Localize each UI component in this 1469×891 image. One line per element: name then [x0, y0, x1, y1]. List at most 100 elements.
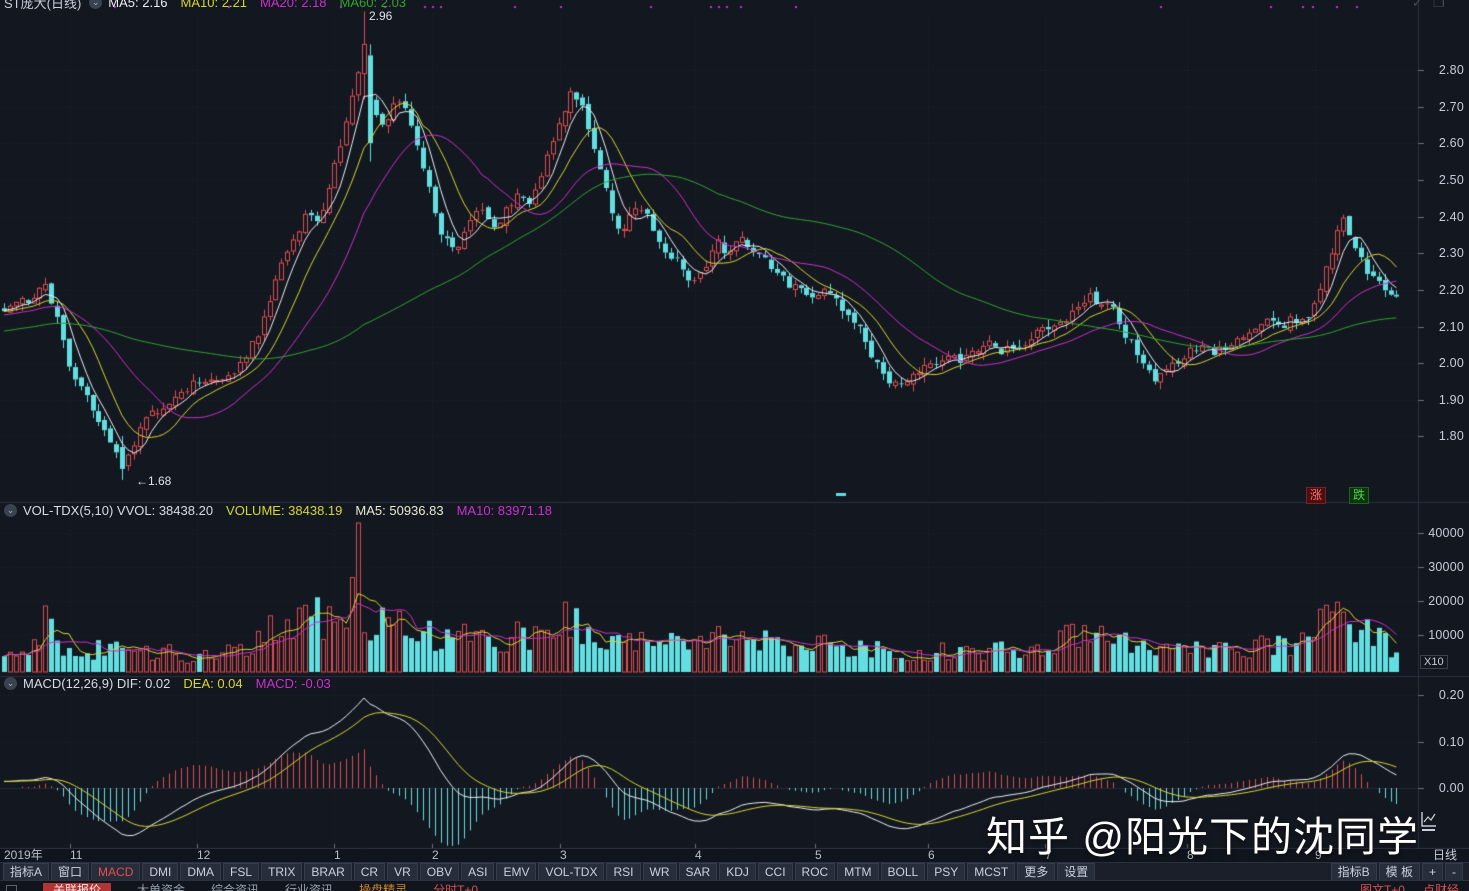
x-axis-label: 12 [197, 848, 211, 862]
toolbar-right-模 板[interactable]: 模 板 [1378, 862, 1420, 881]
rise-badge[interactable]: 涨 [1306, 487, 1327, 504]
indicator-button-MCST[interactable]: MCST [967, 862, 1016, 881]
bottom-tab[interactable]: 点财经 [1422, 883, 1459, 891]
bottom-tab[interactable]: 图文T+0 [1359, 883, 1405, 891]
panel-icon[interactable]: ❐ [1433, 0, 1445, 10]
check-icon[interactable]: ✓ [1412, 0, 1423, 10]
indicator-button-BOLL[interactable]: BOLL [880, 862, 926, 881]
price-axis-label: 2.00 [1438, 356, 1464, 370]
high-annotation: 2.96 [369, 9, 393, 23]
bottom-tab-right-group: 图文T+0 点财经 [1360, 883, 1459, 891]
ma20-value: MA20: 2.18 [260, 0, 327, 10]
dif-value: MACD(12,26,9) DIF: 0.02 [23, 676, 171, 691]
indicator-toolbar: 指标A 窗口 MACD DMI DMA FSL TRIX BRAR CR VR OBV ASI EMV V… [0, 862, 1469, 881]
indicator-button-EMV[interactable]: EMV [496, 862, 537, 881]
indicator-button-更多[interactable]: 更多 [1017, 862, 1056, 881]
price-axis-label: 2.80 [1438, 63, 1464, 77]
indicator-button-WR[interactable]: WR [642, 862, 677, 881]
indicator-button-MTM[interactable]: MTM [837, 862, 879, 881]
watermark: 知乎 @阳光下的沈同学 [986, 814, 1420, 860]
macd-value: MACD: -0.03 [255, 676, 331, 691]
indicator-button-OBV[interactable]: OBV [419, 862, 460, 881]
indicator-button-FSL[interactable]: FSL [223, 862, 260, 881]
bottom-tab[interactable]: 操盘精灵 [359, 883, 408, 891]
indicator-button-PSY[interactable]: PSY [927, 862, 966, 881]
indicator-button-DMA[interactable]: DMA [180, 862, 222, 881]
indicator-button-设置[interactable]: 设置 [1057, 862, 1096, 881]
period-label[interactable]: 日线 [1432, 848, 1457, 862]
indicator-button-ASI[interactable]: ASI [461, 862, 495, 881]
price-axis-label: 2.10 [1438, 320, 1464, 334]
ma60-value: MA60: 2.03 [339, 0, 407, 10]
volume-pane-header: ⌄ VOL-TDX(5,10) VVOL: 38438.20 VOLUME: 38… [4, 503, 565, 518]
x-axis-label: 6 [928, 848, 935, 862]
x-axis-label: 11 [70, 848, 83, 862]
low-annotation: ←1.68 [136, 474, 172, 488]
indicator-button-VR[interactable]: VR [387, 862, 418, 881]
volume-values: VOL-TDX(5,10) VVOL: 38438.20 VOLUME: 3843… [23, 503, 565, 518]
bottom-tab-row: 关联报价 大单资金 综合资讯 行业资讯 操盘精灵 分时T+0 图文T+0 点财经 [0, 880, 1469, 891]
indicator-button-CR[interactable]: CR [353, 862, 386, 881]
toolbar-right-指标B[interactable]: 指标B [1330, 862, 1377, 881]
x-axis-label: 2 [432, 848, 439, 862]
volume-axis-label: 20000 [1428, 594, 1464, 608]
price-axis-label: 2.50 [1438, 173, 1464, 187]
toolbar-right--[interactable]: - [1445, 862, 1463, 881]
stock-title[interactable]: ST庞大(日线) [4, 0, 82, 11]
price-axis-label: 1.80 [1438, 429, 1464, 443]
price-axis-label: 2.40 [1438, 210, 1464, 224]
indicator-button-TRIX[interactable]: TRIX [261, 862, 303, 881]
x-axis-label: 7 [1045, 848, 1052, 862]
indicator-button-VOL-TDX[interactable]: VOL-TDX [538, 862, 605, 881]
price-axis-label: 2.60 [1438, 136, 1464, 150]
indicator-button-BRAR[interactable]: BRAR [304, 862, 352, 881]
main-chart-header: ST庞大(日线) ⌄ MA5: 2.16 MA10: 2.21 MA20: 2.18… [4, 0, 419, 12]
macd-pane-header: ⌄ MACD(12,26,9) DIF: 0.02 DEA: 0.04 MACD: … [4, 676, 344, 691]
collapse-main-pane-icon[interactable]: ⌄ [89, 0, 103, 9]
volume-value: VOLUME: 38438.19 [226, 503, 343, 518]
indicator-button-ROC[interactable]: ROC [794, 862, 836, 881]
x-axis-label: 9 [1315, 848, 1322, 862]
bottom-tab[interactable]: 行业资讯 [285, 883, 334, 891]
volume-axis-label: 30000 [1428, 560, 1464, 574]
toolbar-right-+[interactable]: + [1421, 862, 1443, 881]
indicator-button-指标A[interactable]: 指标A [3, 862, 50, 881]
indicator-button-RSI[interactable]: RSI [606, 862, 641, 881]
macd-axis-label: 0.00 [1438, 781, 1464, 795]
indicator-button-SAR[interactable]: SAR [678, 862, 718, 881]
price-axis-label: 2.30 [1438, 246, 1464, 260]
collapse-macd-pane-icon[interactable]: ⌄ [4, 677, 17, 690]
x-axis-label: 4 [695, 848, 702, 862]
indicator-button-CCI[interactable]: CCI [757, 862, 793, 881]
vvol-value: VOL-TDX(5,10) VVOL: 38438.20 [23, 503, 214, 518]
price-axis-label: 1.90 [1438, 393, 1464, 407]
bottom-tab[interactable]: 关联报价 [43, 883, 112, 891]
bottom-checkbox[interactable] [6, 885, 17, 891]
macd-values: MACD(12,26,9) DIF: 0.02 DEA: 0.04 MACD: -0… [23, 676, 344, 691]
vol-ma10-value: MA10: 83971.18 [456, 503, 552, 518]
bottom-tab[interactable]: 大单资金 [137, 883, 186, 891]
dea-value: DEA: 0.04 [183, 676, 243, 691]
indicator-button-窗口[interactable]: 窗口 [51, 862, 90, 881]
x-axis-label: 3 [560, 848, 567, 862]
collapse-volume-pane-icon[interactable]: ⌄ [4, 504, 17, 517]
timeline-row: 日线 2019年 11 12 1 2 3 4 5 6 7 8 9 [0, 849, 1469, 862]
fall-badge[interactable]: 跌 [1349, 487, 1370, 504]
macd-axis-label: 0.10 [1438, 735, 1464, 749]
x-axis-label: 2019年 [4, 848, 43, 862]
volume-axis-label: 40000 [1428, 526, 1464, 540]
indicator-button-KDJ[interactable]: KDJ [719, 862, 756, 881]
ma5-value: MA5: 2.16 [108, 0, 168, 10]
indicator-button-MACD[interactable]: MACD [91, 862, 141, 881]
price-axis-label: 2.20 [1438, 283, 1464, 297]
bottom-tab[interactable]: 分时T+0 [433, 883, 479, 891]
indicator-button-DMI[interactable]: DMI [142, 862, 179, 881]
bottom-tab[interactable]: 综合资讯 [211, 883, 260, 891]
chart-canvas[interactable] [0, 0, 1469, 849]
price-axis-label: 2.70 [1438, 100, 1464, 114]
chart-mini-icon[interactable] [1420, 810, 1438, 832]
macd-axis-label: 0.20 [1438, 688, 1464, 702]
volume-unit-label: X10 [1420, 655, 1448, 669]
ma10-value: MA10: 2.21 [180, 0, 248, 10]
